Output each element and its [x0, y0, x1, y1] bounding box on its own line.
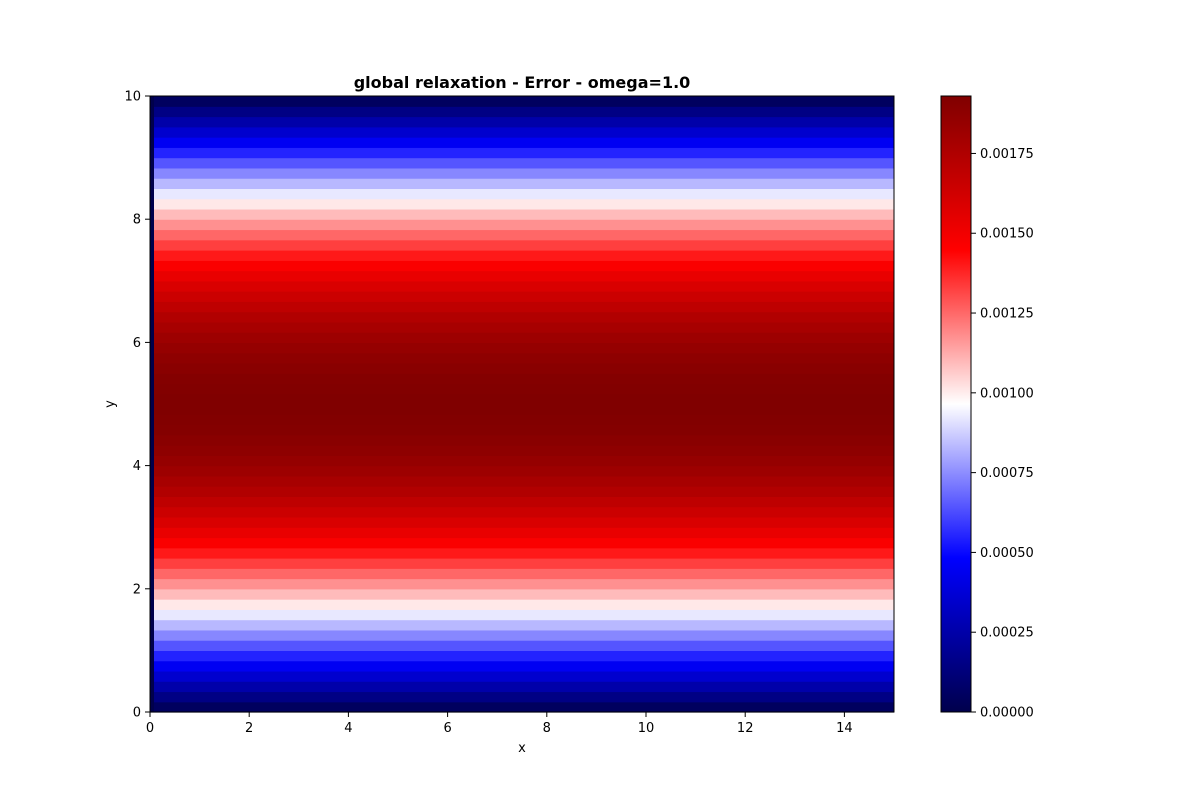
heatmap-row — [150, 362, 894, 374]
colorbar-tick-label: 0.00125 — [980, 307, 1034, 322]
heatmap-row — [150, 260, 894, 272]
heatmap-row — [150, 311, 894, 323]
heatmap-row — [150, 157, 894, 169]
colorbar-tick-label: 0.00025 — [980, 626, 1034, 641]
y-axis-label: y — [103, 400, 118, 408]
heatmap-row — [150, 239, 894, 251]
x-tick-label: 6 — [443, 721, 451, 736]
heatmap-row — [150, 383, 894, 395]
chart-title: global relaxation - Error - omega=1.0 — [354, 73, 691, 92]
heatmap-plot — [150, 96, 894, 713]
colorbar-tick-label: 0.00175 — [980, 147, 1034, 162]
y-tick-label: 10 — [124, 90, 141, 105]
colorbar-ticks: 0.00000 0.00025 0.00050 0.00075 0.00100 0.001… — [971, 147, 1034, 721]
heatmap-row — [150, 301, 894, 313]
heatmap-row — [150, 219, 894, 231]
heatmap-row — [150, 475, 894, 487]
heatmap-row — [150, 167, 894, 179]
heatmap-row — [150, 681, 894, 693]
heatmap-row — [150, 650, 894, 662]
heatmap-row — [150, 321, 894, 333]
y-tick-label: 0 — [133, 706, 141, 721]
heatmap-row — [150, 445, 894, 456]
heatmap-row — [150, 373, 894, 385]
heatmap-row — [150, 126, 894, 138]
heatmap-row — [150, 96, 894, 107]
heatmap-row — [150, 434, 894, 446]
x-tick-label: 10 — [638, 721, 655, 736]
heatmap-boundary-column — [150, 96, 154, 712]
heatmap-row — [150, 670, 894, 682]
heatmap-row — [150, 280, 894, 292]
heatmap-row — [150, 660, 894, 672]
heatmap-row — [150, 558, 894, 569]
y-tick-label: 4 — [133, 459, 141, 474]
heatmap-row — [150, 342, 894, 354]
heatmap-row — [150, 352, 894, 364]
x-axis-ticks: 0 2 4 6 8 10 12 14 — [146, 712, 853, 736]
heatmap-row — [150, 188, 894, 200]
heatmap-row — [150, 599, 894, 610]
heatmap-row — [150, 116, 894, 128]
y-tick-label: 2 — [133, 582, 141, 597]
heatmap-row — [150, 547, 894, 559]
heatmap-row — [150, 496, 894, 508]
heatmap-row — [150, 701, 894, 713]
heatmap-row — [150, 393, 894, 405]
colorbar-tick-label: 0.00000 — [980, 706, 1034, 721]
heatmap-row — [150, 619, 894, 631]
heatmap-row — [150, 506, 894, 518]
heatmap-row — [150, 486, 894, 497]
heatmap-row — [150, 640, 894, 651]
colorbar-tick-label: 0.00150 — [980, 227, 1034, 242]
plot-frame — [149, 95, 895, 713]
heatmap-row — [150, 270, 894, 282]
heatmap-row — [150, 568, 894, 580]
x-tick-label: 0 — [146, 721, 154, 736]
colorbar-tick-label: 0.00050 — [980, 546, 1034, 561]
colorbar-tick-label: 0.00075 — [980, 466, 1034, 481]
heatmap-row — [150, 691, 894, 703]
heatmap-row — [150, 537, 894, 549]
heatmap-row — [150, 198, 894, 210]
heatmap-row — [150, 208, 894, 220]
y-tick-label: 6 — [133, 336, 141, 351]
heatmap-row — [150, 291, 894, 302]
y-axis-ticks: 0 2 4 6 8 10 — [124, 90, 150, 721]
heatmap-row — [150, 404, 894, 415]
colorbar-tick-label: 0.00100 — [980, 386, 1034, 401]
x-tick-label: 8 — [543, 721, 551, 736]
heatmap-row — [150, 609, 894, 621]
heatmap-row — [150, 332, 894, 343]
heatmap-row — [150, 106, 894, 118]
heatmap-row — [150, 455, 894, 467]
heatmap-row — [150, 424, 894, 436]
heatmap-row — [150, 147, 894, 159]
heatmap-row — [150, 414, 894, 426]
heatmap-row — [150, 137, 894, 148]
heatmap-row — [150, 229, 894, 241]
y-tick-label: 8 — [133, 213, 141, 228]
heatmap-row — [150, 465, 894, 477]
heatmap-row — [150, 578, 894, 590]
heatmap-row — [150, 588, 894, 600]
x-tick-label: 4 — [344, 721, 352, 736]
heatmap-row — [150, 178, 894, 189]
heatmap-row — [150, 516, 894, 528]
colorbar — [940, 95, 972, 713]
x-tick-label: 14 — [836, 721, 853, 736]
heatmap-row — [150, 250, 894, 261]
x-tick-label: 2 — [245, 721, 253, 736]
heatmap-row — [150, 527, 894, 539]
x-tick-label: 12 — [737, 721, 754, 736]
x-axis-label: x — [518, 741, 526, 756]
heatmap-row — [150, 629, 894, 641]
